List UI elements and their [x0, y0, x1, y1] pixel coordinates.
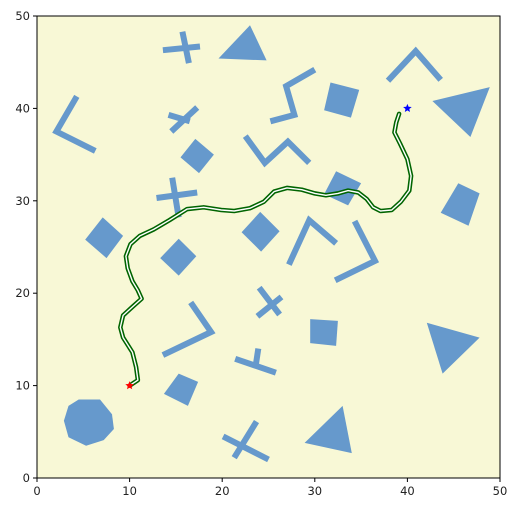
path-layer [118, 111, 414, 388]
obstacle-polygon-11 [310, 319, 338, 346]
y-tick-label: 0 [23, 471, 30, 485]
goal-marker [403, 103, 412, 112]
obstacle-line-18 [167, 112, 191, 125]
x-axis-ticks: 0 10 20 30 40 50 [33, 478, 507, 498]
obstacle-polygon-13 [63, 399, 114, 446]
planned-path-core [119, 113, 412, 387]
obstacle-line-25 [333, 219, 380, 283]
obstacle-polygon-4 [324, 82, 360, 118]
y-tick-label: 20 [15, 286, 30, 300]
obstacle-line-26 [256, 285, 282, 317]
x-tick-label: 40 [400, 484, 415, 498]
obstacle-polygon-0 [218, 25, 267, 61]
obstacle-polygon-10 [440, 183, 480, 226]
x-tick-label: 10 [122, 484, 137, 498]
obstacle-polygon-2 [426, 322, 480, 374]
obstacle-line-23 [156, 189, 198, 201]
start-marker [125, 381, 134, 390]
obstacle-line-31 [231, 420, 260, 460]
y-tick-label: 40 [15, 101, 30, 115]
obstacle-polygon-5 [180, 138, 214, 174]
obstacle-line-19 [269, 67, 317, 125]
obstacle-polygon-8 [85, 217, 124, 259]
x-tick-label: 30 [307, 484, 322, 498]
y-axis-ticks: 0 10 20 30 40 50 [15, 9, 37, 485]
markers-layer [125, 103, 412, 390]
x-tick-label: 0 [33, 484, 40, 498]
obstacle-line-30 [252, 348, 262, 368]
obstacle-polygon-6 [324, 171, 362, 206]
obstacle-line-27 [255, 294, 284, 319]
obstacles-layer [52, 25, 490, 463]
y-tick-label: 30 [15, 194, 30, 208]
obstacle-polygon-3 [304, 405, 352, 454]
x-tick-label: 20 [215, 484, 230, 498]
obstacle-line-15 [162, 43, 201, 54]
obstacle-line-21 [385, 46, 443, 83]
obstacle-line-32 [221, 433, 270, 463]
obstacle-line-20 [242, 134, 312, 168]
x-tick-label: 50 [493, 484, 508, 498]
obstacle-polygon-12 [163, 373, 199, 406]
obstacle-polygon-1 [432, 87, 490, 137]
obstacle-line-16 [52, 94, 97, 154]
plot-frame [36, 15, 501, 479]
y-tick-label: 10 [15, 379, 30, 393]
obstacle-line-28 [161, 300, 216, 358]
obstacle-polygon-7 [241, 211, 280, 252]
obstacle-line-24 [286, 215, 339, 266]
y-tick-label: 50 [15, 9, 30, 23]
obstacle-polygon-9 [160, 238, 197, 276]
